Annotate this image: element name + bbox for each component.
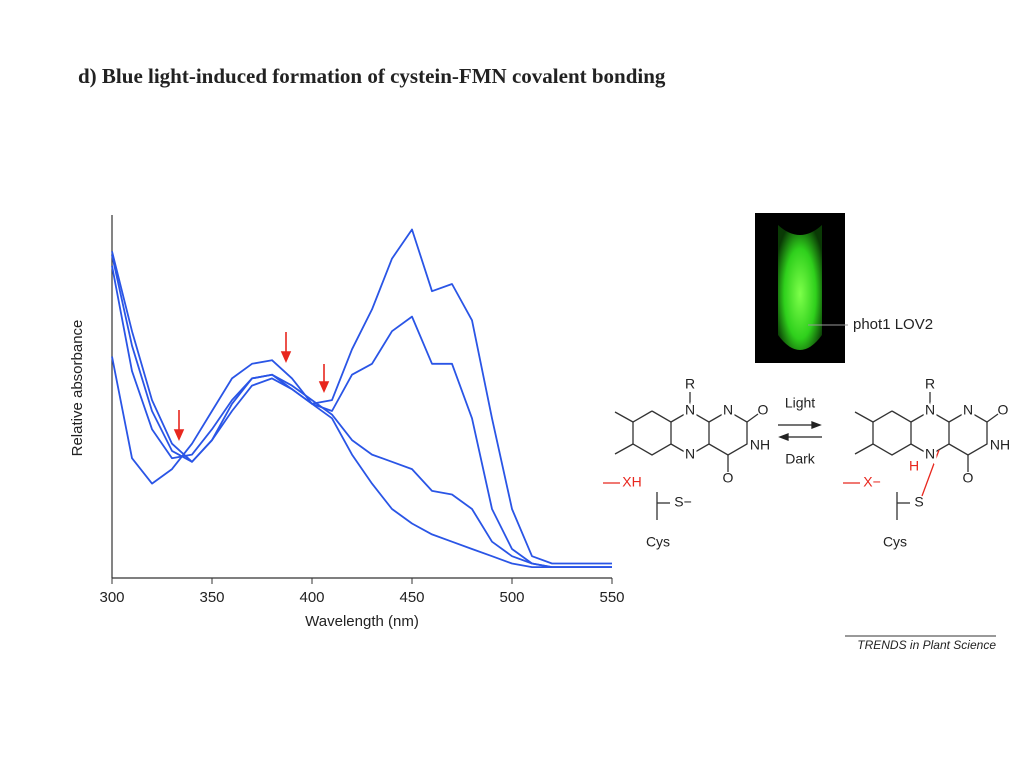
spectrum-line [111,254,612,568]
atom-label: R [925,376,935,392]
spectrum-line [111,228,612,565]
atom-label: N [925,402,935,418]
atom-label: Cys [646,534,670,550]
spectrum-line [111,265,612,568]
structure-left [603,392,759,520]
atom-label: Cys [883,534,907,550]
atom-label: NH [990,437,1010,453]
atom-label: S [914,494,923,510]
atom-label: R [685,376,695,392]
atom-label: O [998,402,1009,418]
atom-label: H [909,458,919,474]
arrows [173,332,330,441]
photo [755,213,848,363]
light-label: Light [785,395,815,411]
atom-label: N [963,402,973,418]
slide-title: d) Blue light-induced formation of cyste… [78,64,666,88]
x-tick-label: 300 [99,589,124,606]
x-tick-label: 400 [299,589,324,606]
atom-label: NH [750,437,770,453]
atom-label: XH [622,474,641,490]
atom-label: N [685,446,695,462]
x-tick-label: 550 [599,589,624,606]
spectrum-chart: Wavelength (nm) Relative absorbance 300 3… [69,215,625,630]
atom-label: O [963,470,974,486]
dark-label: Dark [785,451,816,467]
atom-label: N [685,402,695,418]
atom-label: N [723,402,733,418]
atom-label: S− [674,494,692,510]
x-axis-label: Wavelength (nm) [305,613,419,630]
x-tick-label: 450 [399,589,424,606]
x-tick-label: 500 [499,589,524,606]
atom-label: N [925,446,935,462]
spectrum-line [111,356,612,568]
atom-label: X− [863,474,881,490]
atom-label: O [758,402,769,418]
photo-label: phot1 LOV2 [853,316,933,333]
x-tick-label: 350 [199,589,224,606]
reaction-arrows [778,421,822,441]
y-axis-label: Relative absorbance [69,320,86,457]
atom-label: O [723,470,734,486]
structure-right [843,392,999,520]
credit: TRENDS in Plant Science [857,638,996,652]
